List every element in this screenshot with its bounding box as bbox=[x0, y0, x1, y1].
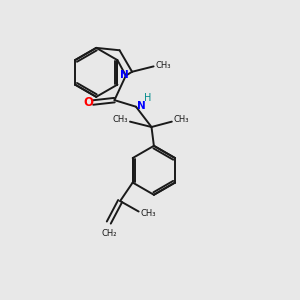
Text: O: O bbox=[84, 96, 94, 109]
Text: CH₃: CH₃ bbox=[113, 115, 128, 124]
Text: CH₃: CH₃ bbox=[174, 115, 189, 124]
Text: CH₂: CH₂ bbox=[101, 229, 116, 238]
Text: N: N bbox=[120, 70, 129, 80]
Text: H: H bbox=[144, 93, 151, 103]
Text: CH₃: CH₃ bbox=[140, 208, 156, 217]
Text: N: N bbox=[137, 101, 146, 111]
Text: CH₃: CH₃ bbox=[155, 61, 171, 70]
